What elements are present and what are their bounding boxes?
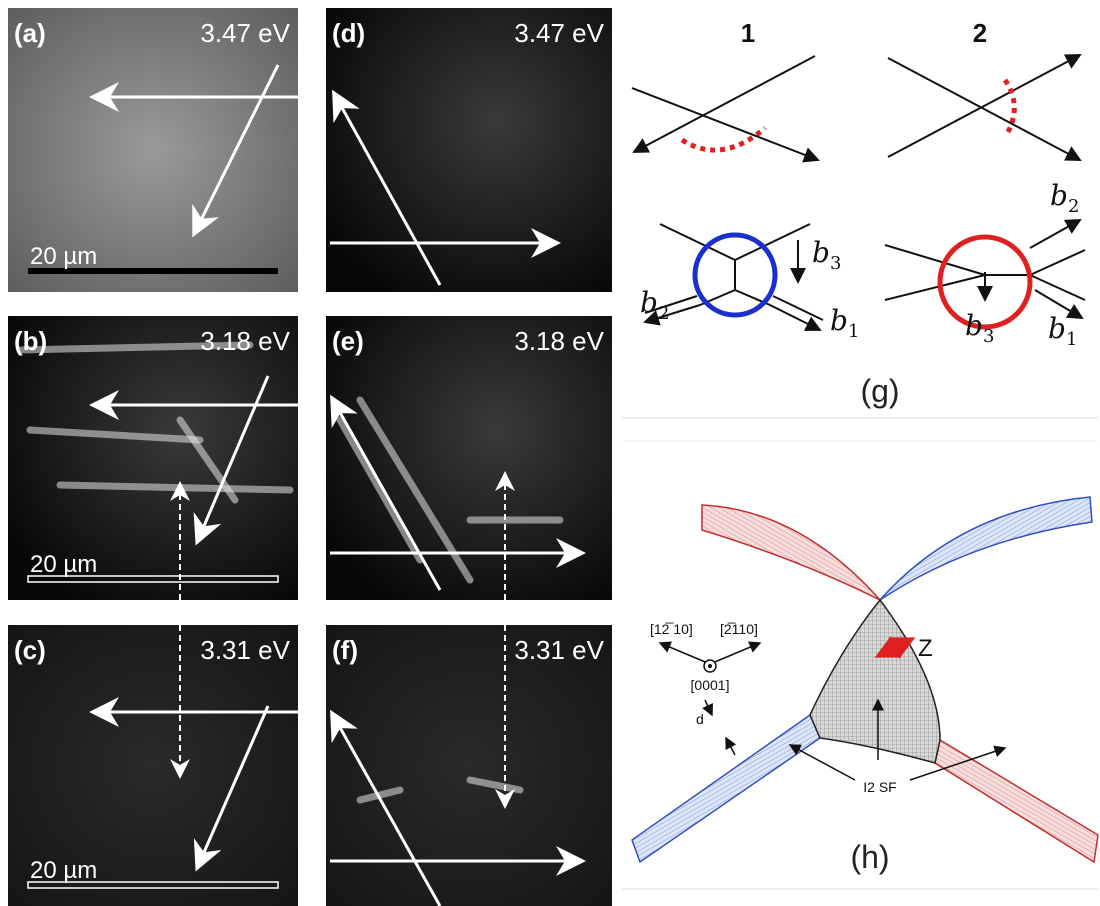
red-band	[702, 505, 880, 600]
panel-label: (e)	[332, 326, 364, 356]
label-arrow	[790, 745, 855, 780]
burgers-vector: b1	[830, 304, 859, 342]
line	[634, 56, 815, 152]
scale-label: 20 µm	[30, 857, 97, 884]
burgers-vector: b2	[640, 286, 669, 324]
arrow	[770, 305, 820, 330]
burgers-vector: b3	[965, 309, 994, 347]
energy-label: 3.18 eV	[514, 326, 604, 356]
figure: (f) 3.31 eV (e) 3.18 eV (d) 3.47 eV (c) 3.31 eV…	[0, 0, 1100, 906]
arrow	[1030, 220, 1080, 248]
panel-label: (b)	[14, 326, 47, 356]
burgers-vector: b3	[812, 236, 841, 274]
line	[773, 296, 823, 320]
vector-symbol: b	[812, 236, 830, 269]
fault-triangle	[810, 600, 940, 763]
panel-label: (g)	[860, 373, 899, 409]
micrograph-panel: (d) 3.47 eV	[326, 8, 612, 292]
line	[660, 224, 735, 260]
vector-subscript: 1	[848, 321, 859, 342]
line	[888, 58, 1080, 160]
column-label: 2	[973, 18, 987, 48]
vector-symbol: b	[1048, 312, 1066, 345]
panel-label: (a)	[14, 18, 46, 48]
scale-label: 20 µm	[30, 243, 97, 270]
line	[632, 88, 818, 160]
energy-label: 3.31 eV	[514, 635, 604, 665]
vector-symbol: b	[640, 286, 658, 319]
direction-dot	[708, 664, 712, 668]
panel-h: [12̅ 10] [2̅110] [0001] Z d I2 SF (h)	[622, 497, 1098, 889]
direction-label: [2̅110]	[720, 621, 758, 637]
panel-label: (h)	[850, 839, 889, 875]
vector-subscript: 3	[983, 326, 994, 347]
direction-label: [0001]	[691, 677, 730, 693]
d-arrow	[726, 738, 735, 755]
panel-label: (c)	[14, 635, 46, 665]
energy-label: 3.18 eV	[200, 326, 290, 356]
energy-label: 3.47 eV	[514, 18, 604, 48]
micrograph-panel: (e) 3.18 eV	[326, 316, 612, 600]
vector-subscript: 2	[658, 303, 669, 324]
direction-arrow	[710, 643, 760, 664]
fault-label: I2 SF	[863, 779, 896, 795]
micrograph-panel: (b) 3.18 eV 20 µm	[8, 316, 298, 620]
micrograph	[326, 8, 612, 292]
panel-label: (d)	[332, 18, 365, 48]
burgers-vector: b2	[1050, 179, 1079, 217]
direction-arrow	[660, 643, 710, 664]
vector-subscript: 2	[1068, 196, 1079, 217]
panel-label: (f)	[332, 635, 358, 665]
direction-label: [12̅ 10]	[650, 621, 693, 637]
line	[885, 275, 985, 300]
bright-streak	[60, 485, 290, 490]
micrograph-panel: (c) 3.31 eV 20 µm	[8, 625, 298, 906]
micrograph-panel: (a) 3.47 eV 20 µm	[8, 8, 298, 292]
line	[1030, 275, 1085, 300]
angle-arc	[682, 128, 765, 150]
vector-symbol: b	[965, 309, 983, 342]
vector-symbol: b	[1050, 179, 1068, 212]
micrograph	[326, 625, 612, 906]
blue-band	[632, 715, 820, 862]
scale-label: 20 µm	[30, 551, 97, 578]
d-arrow	[705, 700, 712, 715]
burgers-vector: b1	[1048, 312, 1077, 350]
vector-subscript: 3	[830, 253, 841, 274]
z-label: Z	[918, 635, 933, 662]
line	[888, 55, 1080, 157]
micrograph	[326, 316, 612, 600]
vector-symbol: b	[830, 304, 848, 337]
blue-band	[880, 497, 1092, 600]
d-label: d	[696, 711, 704, 727]
column-label: 1	[741, 18, 755, 48]
vector-subscript: 1	[1066, 329, 1077, 350]
line	[1030, 250, 1085, 275]
energy-label: 3.31 eV	[200, 635, 290, 665]
micrograph-panel: (f) 3.31 eV	[326, 625, 612, 906]
energy-label: 3.47 eV	[200, 18, 290, 48]
line	[885, 245, 985, 275]
red-band	[935, 740, 1098, 862]
